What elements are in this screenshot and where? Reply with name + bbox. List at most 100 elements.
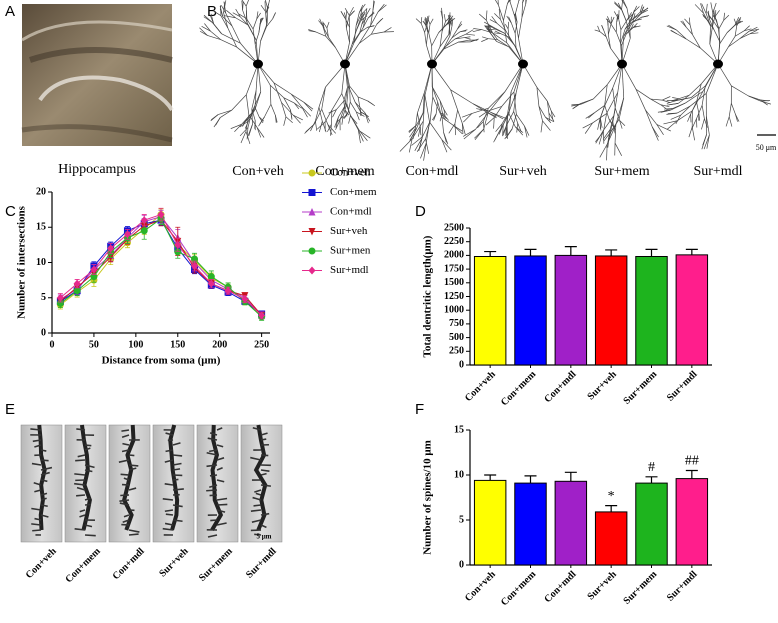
dendrite — [399, 138, 413, 152]
bar — [594, 511, 628, 566]
dendrite — [635, 89, 651, 100]
dendrite — [602, 115, 615, 131]
x-tick-label: 250 — [254, 339, 269, 350]
dendrite — [718, 28, 721, 43]
dendrite — [548, 112, 555, 122]
dendrite — [441, 7, 443, 19]
dendrite — [692, 34, 701, 49]
dendrite — [443, 132, 449, 145]
dendrite — [690, 101, 697, 115]
dendrite — [728, 116, 733, 127]
dendrite — [619, 120, 626, 127]
x-tick-label: Con+mdl — [542, 569, 578, 605]
dendrite — [310, 120, 316, 132]
marker — [140, 227, 148, 235]
dendrite — [290, 109, 293, 120]
dendrite — [495, 123, 503, 132]
dendrite — [270, 104, 276, 116]
spine — [84, 497, 91, 501]
spine — [32, 439, 42, 443]
dendrite — [234, 124, 242, 132]
dendrite — [516, 123, 519, 133]
dendrite — [443, 41, 459, 50]
dendrite — [497, 39, 509, 48]
dendrite — [349, 85, 359, 98]
dendrite — [353, 25, 357, 43]
dendrite — [689, 24, 693, 35]
dendrite — [231, 94, 247, 111]
dendrite — [266, 18, 273, 27]
dendrite — [283, 97, 295, 104]
dendrite — [370, 10, 374, 26]
dendrite — [672, 102, 686, 109]
dendrite — [323, 28, 329, 38]
dendrite — [357, 96, 361, 108]
dendrite — [508, 113, 516, 127]
dendrite — [344, 109, 350, 116]
dendrite — [245, 94, 250, 115]
dendrite — [321, 87, 326, 110]
dendrite — [536, 87, 548, 102]
legend-marker — [308, 247, 316, 255]
dendrite — [348, 6, 354, 16]
error-bar — [685, 248, 698, 255]
dendrite — [701, 118, 705, 130]
dendrite — [265, 11, 268, 24]
dendrite — [424, 32, 427, 45]
dendrite — [256, 127, 262, 138]
spine — [164, 459, 174, 463]
spine — [119, 499, 130, 502]
dendrite — [345, 27, 350, 43]
x-tick-label: 150 — [170, 339, 185, 350]
dendrite — [321, 109, 329, 125]
dendrite — [493, 106, 503, 118]
dendrite — [621, 63, 625, 98]
dendrite — [294, 102, 303, 109]
dendrite — [660, 104, 670, 108]
dendrite — [676, 105, 691, 114]
dendrite — [454, 109, 458, 124]
spine — [79, 509, 86, 513]
dendrite — [429, 18, 434, 25]
bar — [554, 254, 588, 366]
dendrite — [601, 24, 604, 30]
dendrite — [305, 123, 315, 133]
error-bar — [605, 249, 618, 256]
dendrite — [425, 121, 431, 140]
group-label: Con+mdl — [111, 546, 147, 582]
dendrite — [604, 87, 613, 106]
dendrite — [303, 101, 313, 112]
soma — [617, 59, 627, 69]
dendrite — [621, 36, 624, 65]
dendrite — [545, 117, 552, 124]
dendrite — [545, 116, 555, 123]
dendrite — [245, 0, 249, 7]
dendrite — [441, 139, 448, 153]
dendrite-images — [20, 424, 283, 543]
dendrite — [215, 117, 221, 126]
dendrite — [503, 20, 508, 43]
dendrite — [749, 32, 759, 35]
marker — [258, 311, 266, 320]
dendrite — [619, 120, 623, 129]
dendrite — [605, 18, 612, 24]
y-tick-label: 1000 — [444, 304, 464, 315]
dendrite — [515, 12, 518, 23]
dendrite — [361, 18, 367, 25]
marker — [73, 279, 81, 288]
dendrite — [440, 112, 447, 119]
dendrite — [360, 13, 366, 21]
y-tick-label: 250 — [449, 346, 464, 357]
spine — [77, 454, 86, 458]
spine — [128, 487, 137, 491]
dendrite — [417, 113, 421, 127]
dendrite — [371, 31, 384, 35]
dendrite — [417, 92, 425, 114]
spine — [172, 462, 182, 466]
dendrite — [335, 117, 339, 128]
dendrite — [425, 32, 429, 45]
dendrite — [510, 63, 524, 92]
dendrite — [353, 27, 364, 43]
dendrite — [662, 99, 671, 103]
dendrite — [341, 115, 344, 125]
